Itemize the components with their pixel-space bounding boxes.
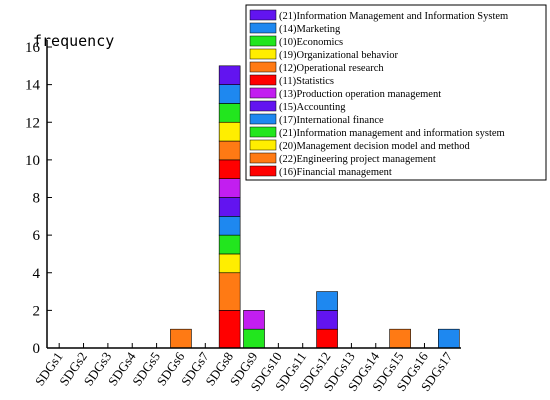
y-tick-label: 14: [25, 78, 41, 94]
bar-segment: [218, 272, 241, 311]
bar-segment: [316, 291, 338, 311]
bar-segment: [243, 310, 265, 330]
bar-segment: [218, 159, 241, 179]
bar-segment: [316, 328, 338, 349]
legend-label: (19)Organizational behavior: [279, 50, 399, 61]
y-tick-label: 16: [25, 40, 41, 56]
legend-box: [245, 4, 547, 181]
legend-swatch: [249, 87, 277, 99]
legend-label: (15)Accounting: [279, 102, 346, 113]
bar-segment: [316, 310, 338, 330]
y-tick-label: 4: [33, 266, 41, 282]
y-axis-label: frequency: [33, 32, 114, 50]
legend: (21)Information Management and Informati…: [245, 4, 547, 181]
legend-label: (20)Management decision model and method: [279, 141, 470, 152]
legend-label: (12)Operational research: [279, 63, 384, 74]
legend-swatch: [249, 139, 277, 151]
x-axis: SDGs1SDGs2SDGs3SDGs4SDGs5SDGs6SDGs7SDGs8…: [32, 343, 456, 394]
legend-swatch: [249, 113, 277, 125]
legend-swatch: [249, 165, 277, 177]
legend-label: (21)Information Management and Informati…: [279, 11, 508, 22]
legend-label: (22)Engineering project management: [279, 154, 436, 165]
y-tick-label: 12: [25, 115, 40, 131]
bar-segment: [218, 310, 241, 349]
legend-label: (14)Marketing: [279, 24, 341, 35]
legend-swatch: [249, 100, 277, 112]
bar-segment: [218, 121, 241, 142]
bar-segment: [170, 328, 192, 349]
legend-swatch: [249, 35, 277, 47]
legend-swatch: [249, 9, 277, 21]
bar-segment: [218, 84, 241, 104]
legend-label: (10)Economics: [279, 37, 343, 48]
bar-segment: [218, 216, 241, 236]
y-tick-label: 8: [33, 191, 41, 207]
bars: [170, 65, 460, 349]
bar-segment: [218, 103, 241, 123]
bar-segment: [218, 197, 241, 217]
legend-swatch: [249, 152, 277, 164]
legend-label: (17)International finance: [279, 115, 384, 126]
legend-swatch: [249, 74, 277, 86]
y-tick-label: 2: [33, 303, 41, 319]
legend-swatch: [249, 22, 277, 34]
legend-swatch: [249, 126, 277, 138]
bar-segment: [218, 234, 241, 255]
y-axis: 0 2 4 6 8 10 12 14 16: [25, 40, 52, 357]
legend-label: (13)Production operation management: [279, 89, 441, 100]
axes-frame: [46, 40, 461, 349]
legend-swatch: [249, 48, 277, 60]
bar-segment: [218, 140, 241, 161]
bar-segment: [218, 65, 241, 85]
legend-label: (21)Information management and informati…: [279, 128, 505, 139]
y-tick-label: 10: [25, 153, 40, 169]
y-tick-label: 0: [33, 341, 41, 357]
legend-label: (11)Statistics: [279, 76, 334, 87]
bar-segment: [218, 178, 241, 198]
legend-label: (16)Financial management: [279, 167, 392, 178]
y-tick-label: 6: [33, 228, 41, 244]
bar-segment: [389, 328, 411, 349]
bar-segment: [218, 253, 241, 274]
legend-swatch: [249, 61, 277, 73]
bar-segment: [438, 328, 460, 349]
bar-segment: [243, 328, 265, 349]
